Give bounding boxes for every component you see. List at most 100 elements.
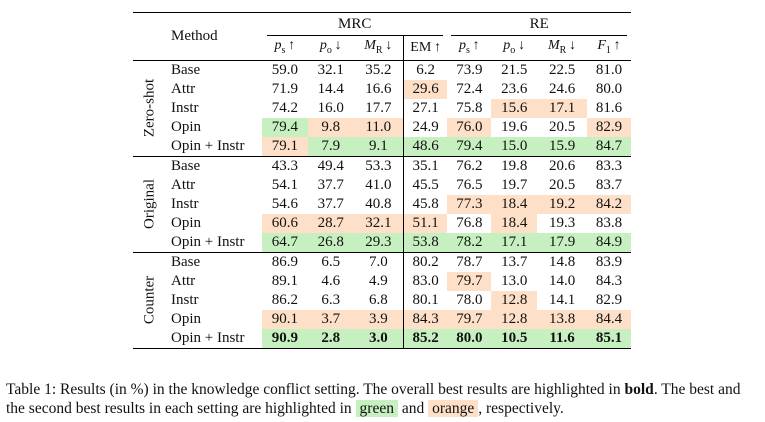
value-cell: 76.2 [447,155,492,176]
metric-arrow: ↑ [469,38,480,53]
value-cell: 24.9 [402,117,448,137]
value-cell: 78.0 [456,291,483,308]
table-body: Method MRC RE ps ↑ po ↓ MR ↓ EM ↑ ps ↑ po ↓ MR… [133,12,631,349]
value-cell: 11.0 [353,117,404,137]
value-cell: 22.5 [537,59,587,80]
method-name: Opin [171,310,201,327]
value-cell: 53.8 [402,232,448,253]
value-cell: 28.7 [307,213,354,233]
value-cell: 13.7 [491,251,538,272]
caption-text-1: Table 1: Results (in %) in the knowledge… [6,381,625,398]
value-cell: 43.3 [261,155,308,176]
value-cell: 14.8 [537,251,587,272]
value-cell: 84.4 [587,309,631,329]
section-label: Zero-shot [141,79,158,138]
value-cell: 4.6 [321,272,341,289]
metric-header: po ↓ [308,36,354,60]
value-cell: 71.9 [271,80,299,97]
value-cell: 76.0 [447,117,492,137]
value-cell: 37.7 [317,176,344,193]
value-cell: 72.4 [456,80,483,97]
value-cell: 9.8 [307,117,354,137]
method-name: Opin + Instr [171,137,245,154]
value-cell: 73.9 [447,59,492,80]
metric-header: ps ↑ [447,36,491,60]
value-cell: 74.2 [271,99,299,116]
value-cell: 90.9 [261,328,308,348]
method-name: Base [167,155,262,176]
value-cell: 18.4 [491,213,538,233]
value-cell: 82.9 [595,291,623,308]
group-header-mrc: MRC [262,13,447,36]
table-row: Opin + Instr 90.9 2.8 3.0 85.2 80.0 10.5 11.6 85… [133,328,631,348]
metric-subscript: 1 [605,44,611,56]
value-cell: 85.1 [587,328,631,348]
value-cell: 81.0 [587,59,631,80]
table-caption: Table 1: Results (in %) in the knowledge… [6,380,758,418]
value-cell: 3.9 [353,309,404,329]
value-cell: 12.8 [491,290,538,310]
value-cell: 81.6 [595,99,623,116]
metric-header: F1 ↑ [587,36,631,60]
value-cell: 54.1 [271,176,299,193]
value-cell: 13.8 [537,309,587,329]
value-cell: 83.8 [595,214,623,231]
method-name: Opin [171,118,201,135]
metric-header: po ↓ [491,36,537,60]
value-cell: 32.1 [353,213,404,233]
metric-subscript: o [326,44,332,56]
metric-arrow: ↓ [566,38,577,53]
method-name: Instr [171,291,199,308]
caption-text-3: and [397,400,429,417]
value-cell: 26.8 [307,232,354,253]
metric-header: EM ↑ [402,36,448,61]
value-cell: 6.5 [307,251,354,272]
method-name: Instr [171,195,199,212]
value-cell: 3.0 [353,328,404,348]
value-cell: 45.8 [402,194,448,214]
value-cell: 76.8 [456,214,483,231]
metric-subscript: o [510,44,516,56]
value-cell: 19.8 [491,155,538,176]
table-row: Attr 54.1 37.7 41.0 45.5 76.5 19.7 20.5 83.7 [133,175,631,195]
value-cell: 83.7 [595,176,623,193]
metric-symbol: EM [410,40,432,56]
value-cell: 79.4 [261,117,308,137]
value-cell: 53.3 [353,155,404,176]
value-cell: 86.2 [271,291,299,308]
value-cell: 16.0 [317,99,344,116]
table-row: Opin + Instr 79.1 7.9 9.1 48.6 79.4 15.0 15.9 84… [133,136,631,157]
header-row-metrics: ps ↑ po ↓ MR ↓ EM ↑ ps ↑ po ↓ MR ↓ F1 ↑ [133,36,631,61]
metric-header: ps ↑ [262,36,308,60]
metric-arrow: ↓ [331,38,342,53]
value-cell: 40.8 [365,195,392,212]
value-cell: 79.1 [261,136,308,157]
metric-header: MR ↓ [537,36,587,60]
value-cell: 48.6 [402,136,448,157]
value-cell: 45.5 [402,175,448,195]
metric-subscript: s [281,44,286,56]
value-cell: 79.7 [447,271,492,291]
table-row: Instr 54.6 37.7 40.8 45.8 77.3 18.4 19.2 84.2 [133,194,631,214]
value-cell: 20.6 [537,155,587,176]
value-cell: 23.6 [501,80,528,97]
value-cell: 15.6 [491,98,538,118]
caption-text-4: , respectively. [478,400,564,417]
value-cell: 82.9 [587,117,631,137]
metric-header: MR ↓ [354,36,404,60]
value-cell: 27.1 [402,98,448,118]
table-row: Opin + Instr 64.7 26.8 29.3 53.8 78.2 17.1 17.9… [133,232,631,253]
table-row: Counter Base 86.9 6.5 7.0 80.2 78.7 13.7 14.8 83.… [133,251,631,348]
value-cell: 7.0 [353,251,404,272]
value-cell: 83.0 [402,271,448,291]
value-cell: 16.6 [365,80,392,97]
metric-subscript: R [375,44,383,56]
value-cell: 86.9 [261,251,308,272]
method-name: Instr [171,99,199,116]
value-cell: 6.3 [321,291,341,308]
value-cell: 6.2 [402,59,448,80]
value-cell: 85.2 [402,328,448,348]
value-cell: 90.1 [261,309,308,329]
metric-arrow: ↓ [382,38,393,53]
value-cell: 19.2 [537,194,587,214]
